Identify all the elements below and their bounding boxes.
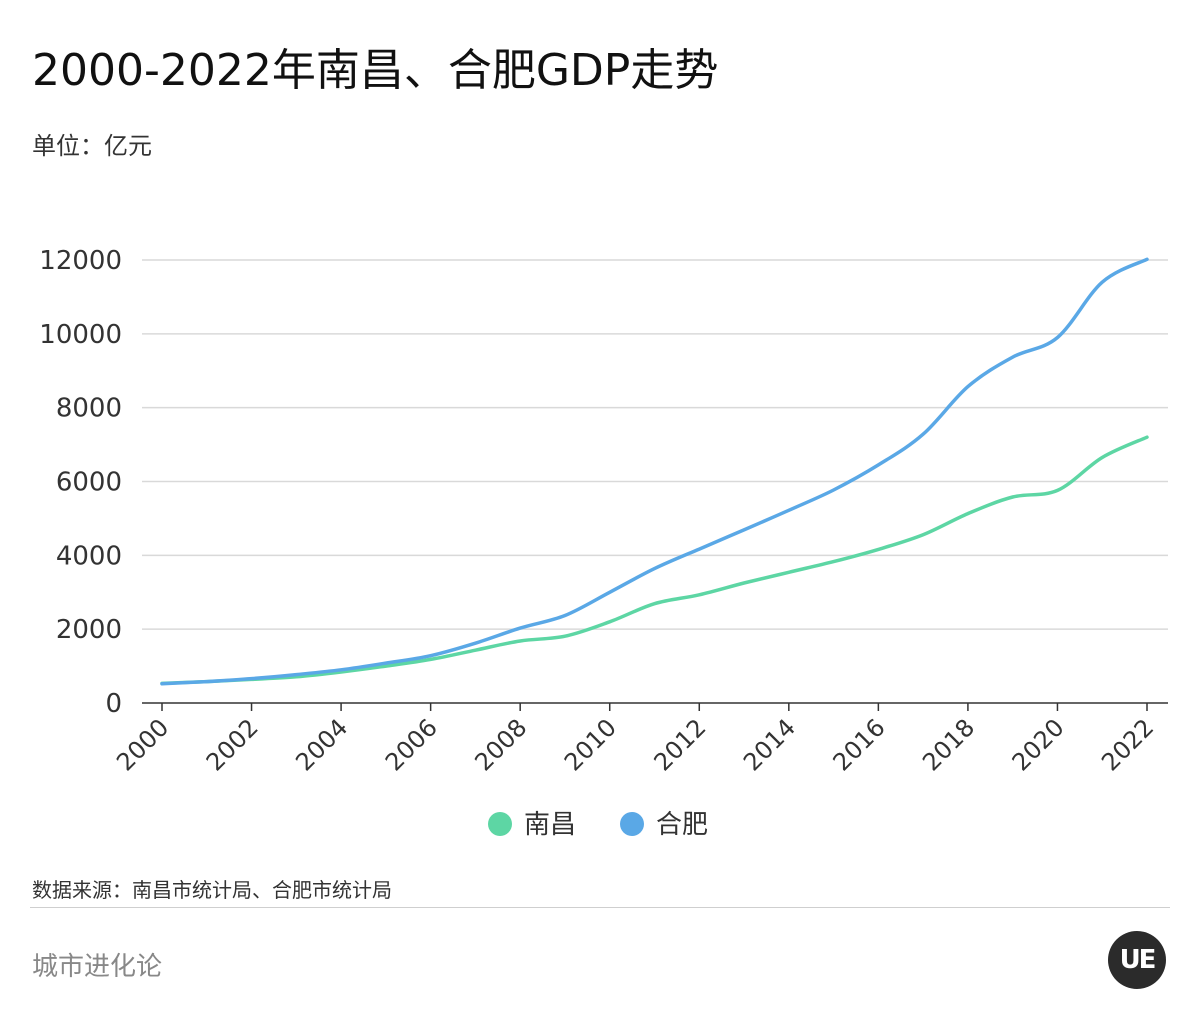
x-tick-label: 2002 — [201, 713, 264, 776]
legend-marker-nanchang — [488, 812, 512, 836]
chart-title: 2000-2022年南昌、合肥GDP走势 — [32, 45, 719, 96]
data-source: 数据来源：南昌市统计局、合肥市统计局 — [32, 878, 392, 902]
x-tick-label: 2004 — [290, 713, 353, 776]
x-tick-label: 2006 — [380, 713, 443, 776]
series-line-hefei — [160, 257, 1149, 686]
x-tick-label: 2012 — [649, 713, 712, 776]
footer-divider — [30, 907, 1170, 908]
y-tick-label: 6000 — [56, 468, 122, 498]
x-tick-label: 2018 — [917, 713, 980, 776]
x-tick-label: 2022 — [1096, 713, 1159, 776]
unit-label: 单位：亿元 — [32, 132, 152, 160]
legend-label: 合肥 — [656, 810, 708, 840]
x-tick-label: 2010 — [559, 713, 622, 776]
x-tick-label: 2016 — [828, 713, 891, 776]
x-tick-label: 2014 — [738, 713, 801, 776]
y-tick-label: 4000 — [56, 541, 122, 571]
brand-name: 城市进化论 — [32, 952, 163, 982]
y-tick-label: 8000 — [56, 394, 122, 424]
legend-label: 南昌 — [524, 810, 576, 840]
y-tick-label: 10000 — [39, 320, 122, 350]
y-tick-label: 0 — [105, 689, 122, 719]
legend-marker-hefei — [620, 812, 644, 836]
brand-logo: UE — [1108, 931, 1166, 989]
x-tick-label: 2000 — [111, 713, 174, 776]
series-line-nanchang — [160, 435, 1149, 686]
x-tick-label: 2020 — [1007, 713, 1070, 776]
y-tick-label: 12000 — [39, 246, 122, 276]
y-tick-label: 2000 — [56, 615, 122, 645]
x-tick-label: 2008 — [469, 713, 532, 776]
